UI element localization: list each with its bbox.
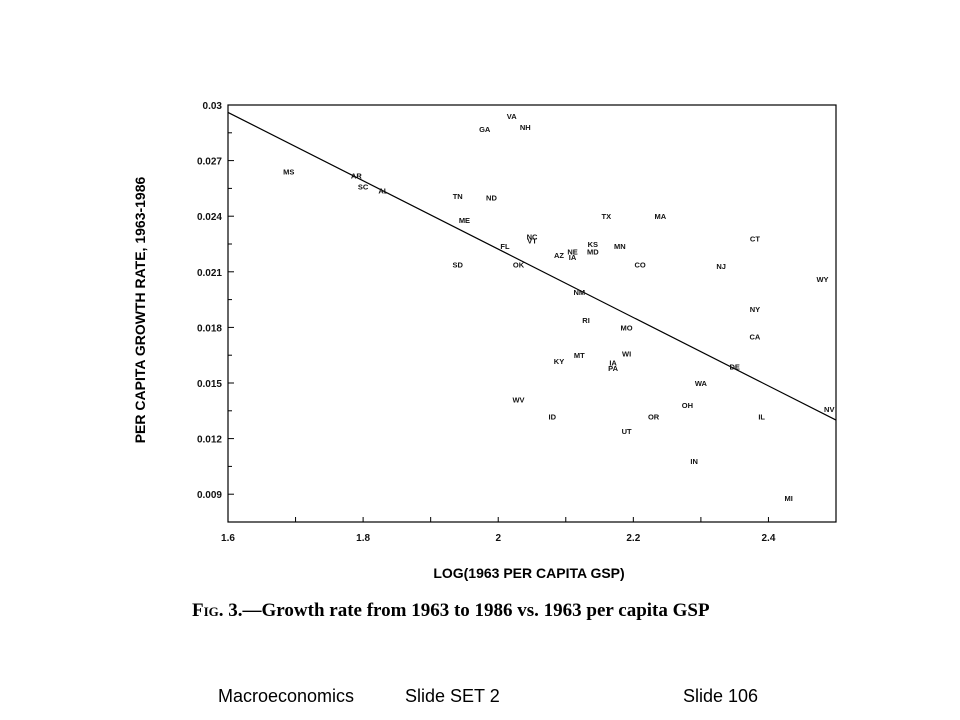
data-point-label: UT xyxy=(622,427,632,436)
data-point-label: WA xyxy=(695,379,708,388)
figure-label: Fig. 3. xyxy=(192,600,243,621)
y-tick-label: 0.03 xyxy=(203,101,223,112)
plot-frame xyxy=(227,104,837,523)
y-tick-label: 0.018 xyxy=(197,323,222,334)
y-tick-label: 0.015 xyxy=(197,379,222,390)
y-axis: 0.03 0.027 0.024 0.021 0.018 0.015 0.012 0.009 xyxy=(197,101,234,501)
footer-slide-set: Slide SET 2 xyxy=(405,686,500,706)
x-tick-label: 2.2 xyxy=(626,533,640,544)
footer-course-name: Macroeconomics xyxy=(218,686,355,706)
data-point-label: VA xyxy=(507,112,517,121)
x-axis-title: LOG(1963 PER CAPITA GSP) xyxy=(433,565,624,581)
data-point-label: CA xyxy=(750,333,761,342)
regression-line xyxy=(227,111,837,421)
data-point-label: IN xyxy=(690,457,698,466)
y-tick-label: 0.021 xyxy=(197,268,222,279)
data-point-label: IA xyxy=(609,359,617,368)
data-point-label: KS xyxy=(588,240,598,249)
y-tick-label: 0.027 xyxy=(197,157,222,168)
x-tick-label: 1.6 xyxy=(221,533,235,544)
data-point-label: FL xyxy=(500,242,510,251)
data-point-label: MD xyxy=(587,247,599,256)
data-point-label: OR xyxy=(648,412,660,421)
data-point-label: GA xyxy=(479,125,491,134)
data-point-label: ME xyxy=(459,216,470,225)
data-point-label: IA xyxy=(569,253,577,262)
data-point-label: MT xyxy=(574,351,585,360)
data-point-label: DE xyxy=(729,362,739,371)
data-point-label: AZ xyxy=(554,251,564,260)
footer-slide-number: Slide 106 xyxy=(683,686,759,706)
x-axis: 1.6 1.8 2 2.2 2.4 xyxy=(221,517,837,544)
data-point-label: WV xyxy=(512,396,524,405)
data-point-label: ID xyxy=(549,412,557,421)
data-point-label: SD xyxy=(452,260,463,269)
data-point-label: NE xyxy=(567,247,577,256)
data-point-label: OH xyxy=(682,401,693,410)
y-tick-label: 0.012 xyxy=(197,435,222,446)
data-point-label: RI xyxy=(582,316,590,325)
figure-caption: Fig. 3.—Growth rate from 1963 to 1986 vs… xyxy=(192,600,812,622)
y-axis-title: PER CAPITA GROWTH RATE, 1963-1986 xyxy=(132,177,148,444)
data-point-label: NV xyxy=(824,405,834,414)
data-point-label: NJ xyxy=(716,262,726,271)
data-point-label: MA xyxy=(655,212,667,221)
data-point-label: NY xyxy=(750,305,760,314)
data-point-label: KY xyxy=(554,357,564,366)
x-tick-label: 1.8 xyxy=(356,533,370,544)
data-point-label: AR xyxy=(351,171,362,180)
data-point-label: MO xyxy=(621,323,633,332)
data-point-label: ND xyxy=(486,194,497,203)
x-tick-label: 2 xyxy=(495,533,501,544)
data-point-label: MI xyxy=(785,494,793,503)
data-point-label: IL xyxy=(758,412,765,421)
data-point-label: NM xyxy=(573,288,585,297)
data-point-label: PA xyxy=(608,364,618,373)
data-point-label: NH xyxy=(520,123,531,132)
data-point-label: CT xyxy=(750,234,760,243)
figure-caption-text: —Growth rate from 1963 to 1986 vs. 1963 … xyxy=(242,600,710,621)
data-point-label: MS xyxy=(283,168,294,177)
data-point-label: TN xyxy=(453,192,463,201)
data-point-label: WI xyxy=(622,349,631,358)
data-point-label: CO xyxy=(634,260,645,269)
data-point-label: TX xyxy=(602,212,612,221)
data-point-label: WY xyxy=(816,275,828,284)
data-point-label: MN xyxy=(614,242,626,251)
data-point-label: NC xyxy=(527,233,538,242)
data-point-label: AL xyxy=(378,186,388,195)
x-tick-label: 2.4 xyxy=(761,533,775,544)
data-point-label: OK xyxy=(513,260,525,269)
y-tick-label: 0.009 xyxy=(197,490,222,501)
data-point-label: VT xyxy=(527,236,537,245)
data-point-label: SC xyxy=(358,183,369,192)
y-tick-label: 0.024 xyxy=(197,212,222,223)
